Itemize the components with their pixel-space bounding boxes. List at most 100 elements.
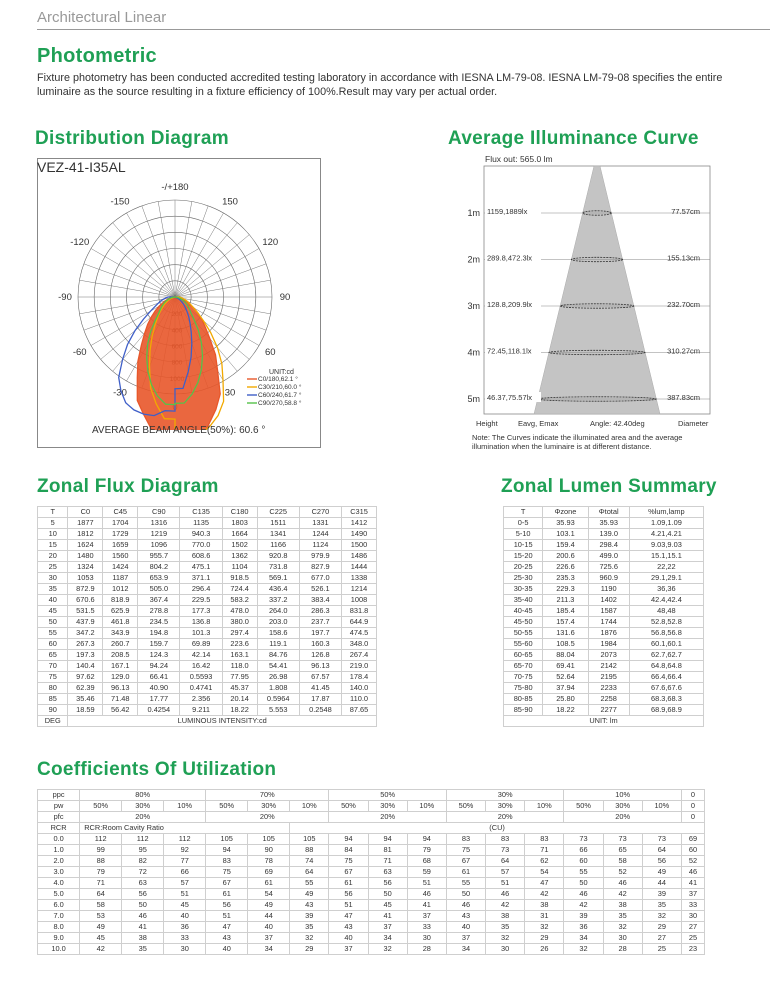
cou-heading: Coefficients Of Utilization	[37, 759, 277, 780]
table-row: 10.0 42 35 30 40 34 29 37 32 28 34 30 26 32 28 25 23	[36, 943, 706, 955]
table-row: 50-55 131.6 1876 56.8,56.8	[502, 627, 705, 639]
table-cell: 219.0	[341, 660, 377, 672]
table-cell: 20%	[445, 811, 565, 823]
table-cell: 15-20	[502, 550, 544, 562]
table-cell: 32	[524, 921, 565, 933]
beam-ellipse	[559, 303, 635, 309]
table-cell: 6.0	[36, 899, 81, 911]
table-cell: 52	[680, 855, 706, 867]
table-cell: 70%	[205, 789, 330, 801]
table-cell: 50	[121, 899, 165, 911]
table-cell: %lum,lamp	[628, 506, 705, 518]
table-cell: ppc	[36, 789, 81, 801]
table-row: 8.0 49 41 36 47 40 35 43 37 33 40 35 32 36 32 29 27	[36, 921, 706, 933]
table-cell: 505.0	[137, 583, 181, 595]
distribution-frame	[37, 158, 321, 448]
polar-angle-label: 60	[265, 347, 276, 358]
table-cell: 10%	[406, 800, 447, 812]
polar-spoke	[90, 248, 176, 298]
table-cell: 71	[367, 855, 408, 867]
table-cell: 461.8	[102, 616, 139, 628]
table-cell: 5.553	[256, 704, 300, 716]
table-cell: 47	[205, 921, 249, 933]
table-cell: 0.5593	[179, 671, 223, 683]
table-cell: 77.95	[221, 671, 258, 683]
table-cell: 1480	[67, 550, 104, 562]
table-cell: 30%	[485, 800, 526, 812]
table-cell: 32	[563, 943, 604, 955]
table-cell: 46	[485, 888, 526, 900]
table-cell: 26.98	[256, 671, 300, 683]
table-cell: 34	[563, 932, 604, 944]
table-cell: 731.8	[256, 561, 300, 573]
cone-note-line-2: illumination when the luminaire is at di…	[472, 442, 652, 451]
table-cell: 65-70	[502, 660, 544, 672]
table-cell: 50-55	[502, 627, 544, 639]
table-cell: 63	[121, 877, 165, 889]
table-cell: 1624	[67, 539, 104, 551]
table-cell: 68.9,68.9	[628, 704, 705, 716]
table-cell: 1166	[256, 539, 300, 551]
table-cell: 1.808	[256, 682, 300, 694]
table-cell: 40-45	[502, 605, 544, 617]
table-cell: 40	[205, 943, 249, 955]
table-cell: 0.0	[36, 833, 81, 845]
beam-ellipse	[570, 256, 624, 263]
table-cell: 51	[163, 888, 207, 900]
table-cell: 68	[406, 855, 447, 867]
cou-table: ppc 80% 70% 50% 30% 10% 0 pw 50% 30% 10% 50% 30% 10% 5…	[36, 789, 706, 955]
table-cell: 286.3	[298, 605, 343, 617]
table-cell: RCR	[36, 822, 81, 834]
flux-out: Flux out: 565.0 lm	[485, 154, 553, 164]
table-row: 75 97.62 129.0 66.41 0.5593 77.95 26.98 67.57 17…	[36, 671, 377, 683]
table-cell: 9.03,9.03	[628, 539, 705, 551]
table-cell: 15.1,15.1	[628, 550, 705, 562]
table-cell: 380.0	[221, 616, 258, 628]
table-cell: 35.46	[67, 693, 104, 705]
table-cell: 45	[36, 605, 69, 617]
table-cell: 30	[602, 932, 643, 944]
table-cell: 297.4	[221, 627, 258, 639]
beam-ellipse	[537, 396, 657, 402]
polar-angle-label: -90	[58, 292, 72, 303]
table-cell: 56	[205, 899, 249, 911]
polar-spoke	[174, 212, 224, 298]
table-cell: 474.5	[341, 627, 377, 639]
table-cell: 157.4	[542, 616, 589, 628]
table-row: 65-70 69.41 2142 64.8,64.8	[502, 660, 705, 672]
table-cell: 42	[485, 899, 526, 911]
table-cell: 81	[367, 844, 408, 856]
table-cell: 296.4	[179, 583, 223, 595]
table-cell: 30	[406, 932, 447, 944]
table-cell: 2233	[587, 682, 630, 694]
height-label: 3m	[467, 301, 480, 311]
table-cell: 45.37	[221, 682, 258, 694]
zonal-lumen-table: T Φzone Φtotal %lum,lamp 0-5 35.93 35.93 1.09,1…	[502, 506, 705, 727]
table-cell: 27	[641, 932, 682, 944]
table-cell: 36	[563, 921, 604, 933]
table-cell: 45	[163, 899, 207, 911]
table-cell: C0	[67, 506, 104, 518]
value-bg	[485, 252, 541, 263]
table-cell: 50%	[563, 800, 604, 812]
table-cell: 39	[641, 888, 682, 900]
table-cell: 37	[328, 943, 369, 955]
polar-angle-label: -120	[70, 237, 89, 248]
table-cell: 1486	[341, 550, 377, 562]
table-cell: 1316	[137, 517, 181, 529]
table-cell: 94.24	[137, 660, 181, 672]
table-cell: 57	[485, 866, 526, 878]
table-cell: 30	[485, 943, 526, 955]
table-cell: 160.3	[298, 638, 343, 650]
table-cell: 105	[289, 833, 330, 845]
polar-angle-label: 90	[280, 292, 291, 303]
table-cell: 50%	[328, 800, 369, 812]
table-cell: 88	[289, 844, 330, 856]
table-cell: 97.62	[67, 671, 104, 683]
table-cell: 35-40	[502, 594, 544, 606]
table-cell: C270	[298, 506, 343, 518]
table-cell: 15	[36, 539, 69, 551]
table-cell: 20%	[563, 811, 682, 823]
table-cell: 84.76	[256, 649, 300, 661]
table-cell: UNIT: lm	[503, 715, 704, 727]
